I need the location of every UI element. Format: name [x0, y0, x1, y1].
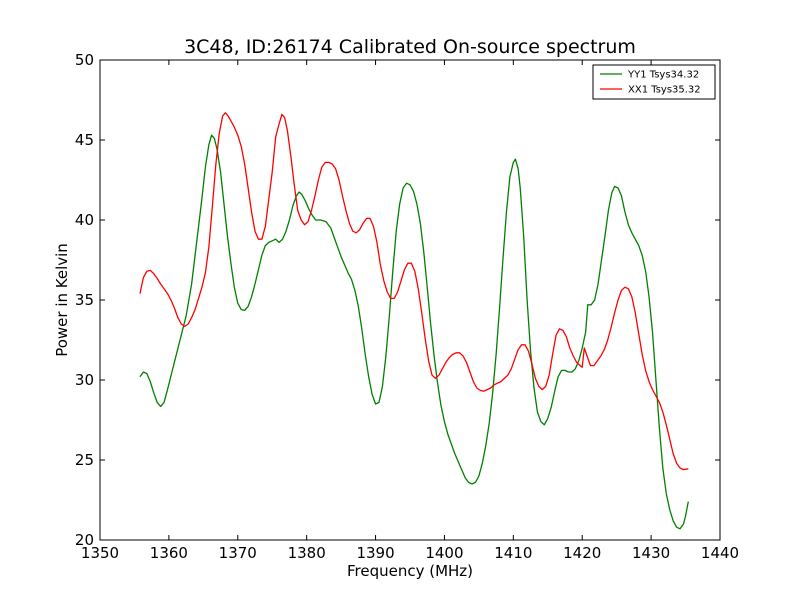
y-tick-label: 25: [75, 451, 94, 469]
legend-label-yy1: YY1 Tsys34.32: [627, 70, 699, 81]
x-tick-label: 1430: [632, 544, 670, 562]
x-axis: 1350 1360 1370 1380 1390 1400 1410 1420 1430 1440: [81, 60, 739, 562]
legend-box: [592, 64, 716, 100]
x-axis-label: Frequency (MHz): [347, 562, 473, 580]
legend: YY1 Tsys34.32 XX1 Tsys35.32: [592, 64, 716, 100]
y-axis: 20 25 30 35 40 45 50: [75, 51, 720, 549]
series-line-xx1: [139, 112, 689, 471]
legend-label-xx1: XX1 Tsys35.32: [628, 85, 701, 96]
y-tick-label: 35: [75, 291, 94, 309]
series-layer: [139, 112, 689, 530]
x-tick-label: 1370: [219, 544, 257, 562]
chart-title: 3C48, ID:26174 Calibrated On-source spec…: [184, 36, 636, 58]
y-tick-label: 45: [75, 131, 94, 149]
y-tick-label: 20: [75, 531, 94, 549]
x-tick-label: 1360: [150, 544, 188, 562]
x-tick-label: 1350: [81, 544, 119, 562]
x-tick-label: 1440: [701, 544, 739, 562]
series-line-yy1: [139, 134, 689, 530]
x-tick-label: 1380: [288, 544, 326, 562]
y-axis-label: Power in Kelvin: [53, 243, 71, 357]
x-tick-label: 1410: [494, 544, 532, 562]
x-tick-label: 1400: [425, 544, 463, 562]
x-tick-label: 1390: [356, 544, 394, 562]
y-tick-label: 30: [75, 371, 94, 389]
y-tick-label: 50: [75, 51, 94, 69]
plot-area: [100, 60, 720, 540]
y-tick-label: 40: [75, 211, 94, 229]
x-tick-label: 1420: [563, 544, 601, 562]
